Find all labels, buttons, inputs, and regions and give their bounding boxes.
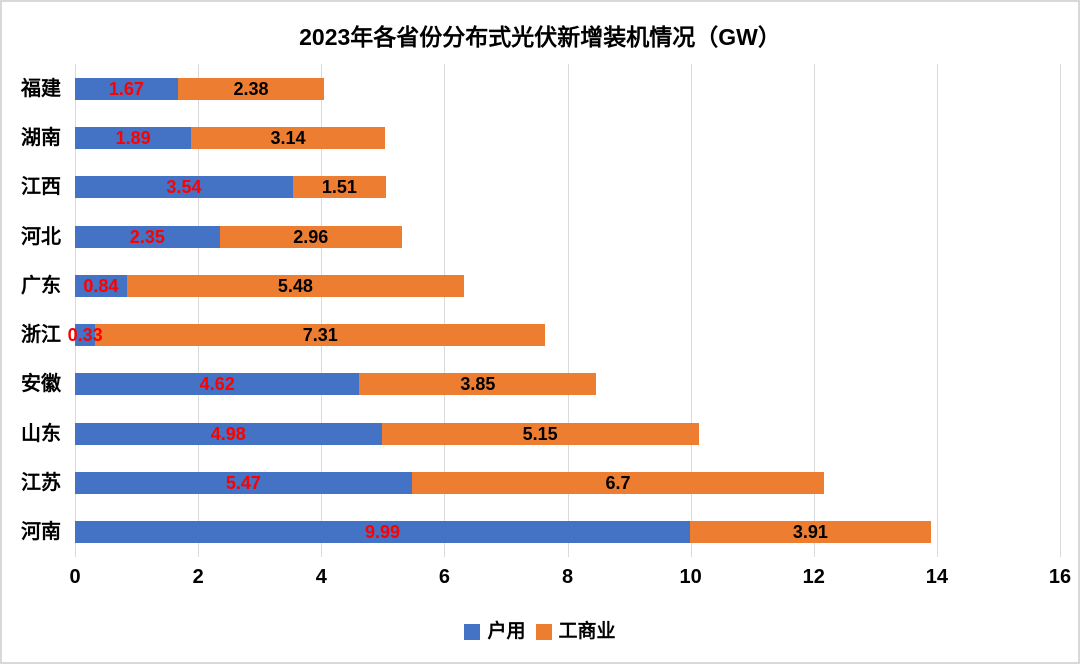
x-axis-tick-label: 10 xyxy=(679,566,702,588)
category-row: 江苏 5.47 6.7 xyxy=(21,458,1060,507)
legend-swatch xyxy=(535,623,552,640)
bar-value-label: 7.31 xyxy=(302,325,338,346)
bar-segment-户用: 4.62 xyxy=(75,373,360,396)
category-row: 江西 3.54 1.51 xyxy=(21,163,1060,212)
legend-item-工商业: 工商业 xyxy=(535,621,616,642)
category-row: 安徽 4.62 3.85 xyxy=(21,360,1060,409)
category-row: 山东 4.98 5.15 xyxy=(21,409,1060,458)
bar-segment-户用: 1.89 xyxy=(75,126,192,149)
bar-value-label: 3.91 xyxy=(792,522,828,543)
category-row: 湖南 1.89 3.14 xyxy=(21,113,1060,162)
legend-label: 户用 xyxy=(487,621,526,642)
stacked-bar: 4.62 3.85 xyxy=(75,373,1060,396)
bar-segment-工商业: 6.7 xyxy=(411,472,825,495)
bar-value-label: 0.84 xyxy=(83,275,119,296)
legend-label: 工商业 xyxy=(558,621,616,642)
category-label: 河南 xyxy=(21,521,61,544)
bar-segment-户用: 3.54 xyxy=(75,176,293,199)
gridline xyxy=(1060,64,1061,557)
gridline xyxy=(936,64,938,557)
category-label: 湖南 xyxy=(21,126,61,149)
category-row: 广东 0.84 5.48 xyxy=(21,261,1060,310)
gridline xyxy=(198,64,200,557)
bar-value-label: 1.89 xyxy=(115,127,151,148)
x-axis-tick-label: 16 xyxy=(1048,566,1072,588)
stacked-bar: 1.67 2.38 xyxy=(75,77,1060,100)
stacked-bar: 4.98 5.15 xyxy=(75,422,1060,445)
bar-value-label: 5.48 xyxy=(277,275,313,296)
bar-value-label: 1.51 xyxy=(321,177,357,198)
gridline xyxy=(75,64,76,557)
bar-segment-户用: 5.47 xyxy=(75,472,412,495)
bar-value-label: 4.98 xyxy=(210,423,246,444)
stacked-bar: 5.47 6.7 xyxy=(75,472,1060,495)
gridline xyxy=(444,64,446,557)
category-label: 浙江 xyxy=(21,324,61,347)
bar-segment-户用: 1.67 xyxy=(75,77,178,100)
bar-value-label: 6.7 xyxy=(605,473,631,494)
stacked-bar: 0.84 5.48 xyxy=(75,274,1060,297)
bar-segment-工商业: 2.38 xyxy=(177,77,325,100)
category-label: 安徽 xyxy=(21,373,61,396)
bar-segment-户用: 9.99 xyxy=(75,521,690,544)
bar-segment-户用: 0.84 xyxy=(75,274,127,297)
category-label: 江苏 xyxy=(21,472,61,495)
bar-value-label: 3.54 xyxy=(166,177,202,198)
bar-value-label: 1.67 xyxy=(108,78,144,99)
stacked-bar: 1.89 3.14 xyxy=(75,126,1060,149)
bar-segment-工商业: 5.15 xyxy=(381,422,699,445)
bar-segment-工商业: 1.51 xyxy=(292,176,386,199)
x-axis: 0 2 4 6 8 10 12 14 16 xyxy=(69,566,1071,593)
bar-value-label: 3.14 xyxy=(270,127,306,148)
category-row: 河北 2.35 2.96 xyxy=(21,212,1060,261)
gridline xyxy=(813,64,815,557)
bar-segment-工商业: 5.48 xyxy=(126,274,465,297)
stacked-bar: 9.99 3.91 xyxy=(75,521,1060,544)
category-label: 广东 xyxy=(21,274,61,297)
bar-value-label: 5.47 xyxy=(225,473,261,494)
x-axis-tick-label: 0 xyxy=(69,566,81,588)
bar-segment-户用: 0.33 xyxy=(68,324,103,347)
x-axis-tick-label: 8 xyxy=(561,566,574,588)
bar-segment-工商业: 3.91 xyxy=(690,521,931,544)
gridline xyxy=(321,64,323,557)
x-axis-tick-label: 2 xyxy=(192,566,204,588)
category-label: 江西 xyxy=(21,176,61,199)
stacked-bar: 2.35 2.96 xyxy=(75,225,1060,248)
bar-segment-户用: 4.98 xyxy=(75,422,382,445)
bar-value-label: 9.99 xyxy=(364,522,401,543)
bar-value-label: 2.96 xyxy=(293,226,329,247)
bar-segment-工商业: 3.14 xyxy=(191,126,385,149)
category-row: 河南 9.99 3.91 xyxy=(21,508,1060,557)
bar-value-label: 3.85 xyxy=(460,374,496,395)
category-label: 福建 xyxy=(21,77,61,100)
bar-segment-工商业: 2.96 xyxy=(219,225,402,248)
legend: 户用 工商业 xyxy=(2,622,1078,641)
bar-segment-工商业: 3.85 xyxy=(359,373,597,396)
bar-segment-户用: 2.35 xyxy=(75,225,220,248)
category-row: 浙江 0.33 7.31 xyxy=(21,311,1060,360)
x-axis-tick-label: 14 xyxy=(925,566,948,588)
stacked-bar: 3.54 1.51 xyxy=(75,176,1060,199)
bar-value-label: 5.15 xyxy=(522,423,558,444)
category-label: 山东 xyxy=(21,422,61,445)
x-axis-tick-label: 12 xyxy=(802,566,825,588)
category-row: 福建 1.67 2.38 xyxy=(21,64,1060,113)
x-axis-tick-label: 6 xyxy=(438,566,450,588)
gridline xyxy=(690,64,692,557)
bar-value-label: 0.33 xyxy=(67,325,103,346)
bar-value-label: 2.35 xyxy=(129,226,165,247)
bar-value-label: 2.38 xyxy=(233,78,269,99)
plot-area: 福建 1.67 2.38 湖南 1.89 3.14 江西 3.54 1.51 河北 2.35 2.96… xyxy=(21,64,1061,557)
bar-value-label: 4.62 xyxy=(199,374,235,395)
stacked-bar: 0.33 7.31 xyxy=(68,324,1060,347)
x-axis-tick-label: 4 xyxy=(315,566,327,588)
gridline xyxy=(567,64,569,557)
legend-item-户用: 户用 xyxy=(464,621,526,642)
chart-title: 2023年各省份分布式光伏新增装机情况（GW） xyxy=(299,24,781,50)
category-label: 河北 xyxy=(21,225,61,248)
legend-swatch xyxy=(464,623,481,640)
bar-segment-工商业: 7.31 xyxy=(95,324,546,347)
